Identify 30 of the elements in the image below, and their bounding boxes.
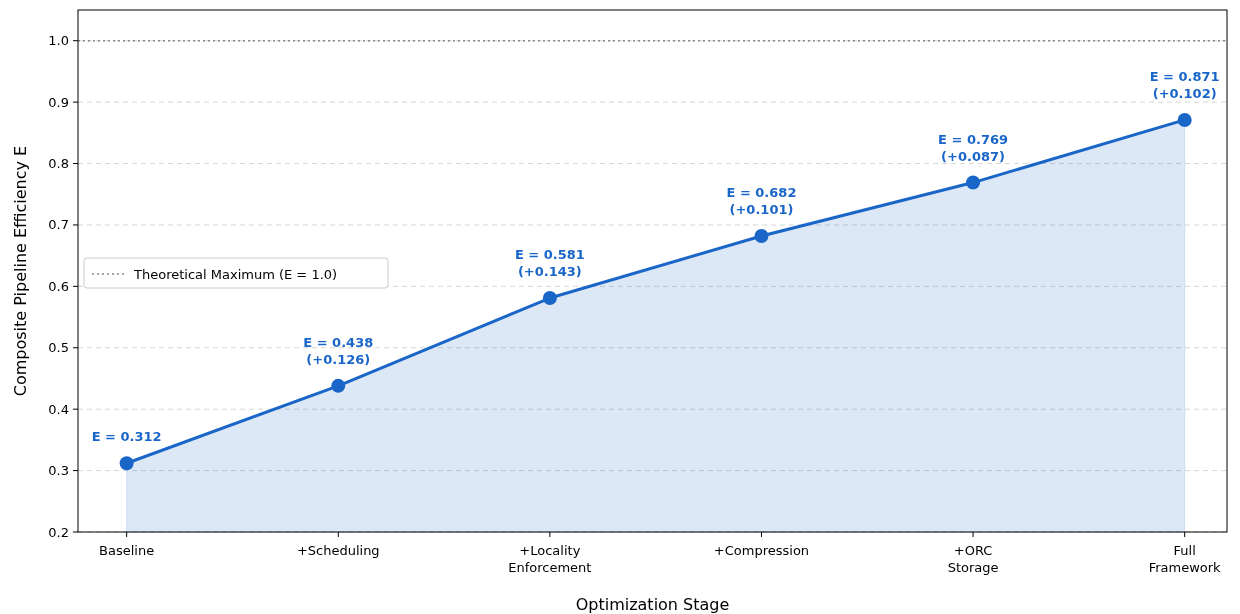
data-label: E = 0.871 (+0.102) — [1149, 68, 1220, 101]
y-tick-label: 0.8 — [48, 156, 69, 172]
point — [542, 291, 557, 306]
x-tick-label: Baseline — [99, 543, 155, 558]
x-tick-label: +Scheduling — [296, 543, 380, 558]
x-tick-label: +Compression — [713, 543, 810, 558]
point — [1177, 112, 1192, 127]
data-label: E = 0.682 (+0.101) — [726, 185, 797, 217]
point — [754, 229, 769, 243]
x-tick-label: Full Framework — [1148, 543, 1222, 575]
point — [331, 378, 346, 393]
x-axis-title: Optimization Stage — [575, 595, 730, 614]
y-tick-label: 0.6 — [48, 278, 69, 294]
data-label: E = 0.769 (+0.087) — [938, 131, 1009, 164]
y-tick-label: 1.0 — [48, 33, 69, 49]
y-tick-label: 0.5 — [48, 340, 69, 356]
data-label: E = 0.581 (+0.143) — [514, 247, 585, 280]
y-tick-label: 0.3 — [48, 463, 69, 479]
y-axis-title: Composite Pipeline Efficiency E — [11, 145, 30, 397]
x-tick-label: +Locality Enforcement — [508, 543, 592, 575]
y-tick-label: 0.7 — [48, 217, 69, 233]
data-label: E = 0.312 — [91, 429, 162, 445]
point — [119, 456, 134, 471]
y-tick-label: 0.2 — [48, 524, 69, 540]
y-tick-label: 0.9 — [48, 94, 69, 110]
x-tick-label: +ORC Storage — [947, 543, 999, 575]
y-tick-label: 0.4 — [48, 401, 69, 417]
point — [966, 175, 981, 190]
data-label: E = 0.438 (+0.126) — [303, 334, 374, 367]
legend-label: Theoretical Maximum (E = 1.0) — [133, 266, 338, 282]
